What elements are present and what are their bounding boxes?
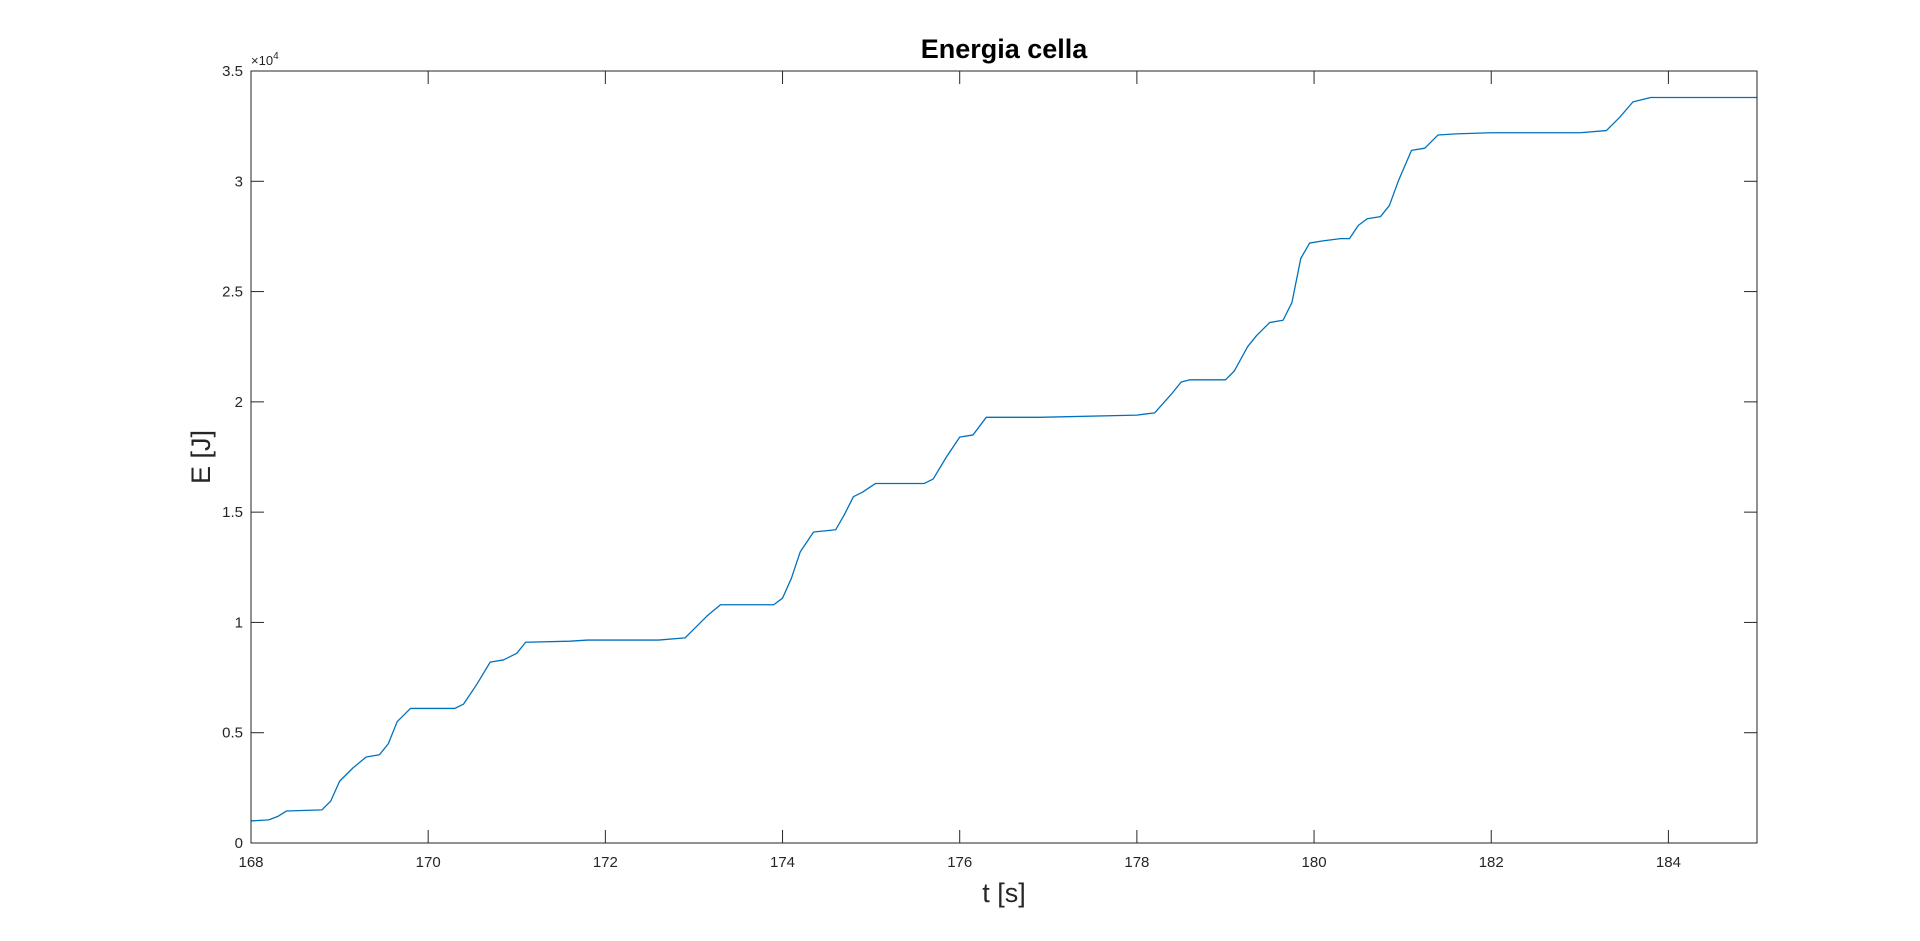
x-tick-label: 178 [1124, 854, 1149, 871]
x-tick-label: 168 [238, 854, 263, 871]
y-exponent-base: ×10 [251, 53, 273, 68]
y-tick-label: 0.5 [222, 725, 243, 742]
x-tick-label: 170 [416, 854, 441, 871]
x-tick-label: 176 [947, 854, 972, 871]
x-tick-label: 180 [1302, 854, 1327, 871]
y-axis-label: E [J] [186, 430, 216, 484]
x-tick-label: 174 [770, 854, 795, 871]
y-tick-label: 1 [235, 614, 243, 631]
y-tick-label: 3.5 [222, 63, 243, 80]
y-exponent-power: 4 [273, 51, 279, 62]
x-tick-label: 182 [1479, 854, 1504, 871]
plot-area [251, 71, 1757, 843]
x-axis-label: t [s] [982, 878, 1026, 908]
y-exponent-label: ×104 [251, 51, 279, 68]
y-tick-label: 2 [235, 394, 243, 411]
y-tick-label: 1.5 [222, 504, 243, 521]
series-line-0 [250, 96, 1757, 822]
x-tick-label: 172 [593, 854, 618, 871]
x-tick-label: 184 [1656, 854, 1681, 871]
axes-box [250, 70, 1758, 844]
y-tick-label: 2.5 [222, 284, 243, 301]
y-tick-label: 0 [235, 835, 243, 852]
y-tick-label: 3 [235, 173, 243, 190]
chart-title: Energia cella [921, 34, 1089, 64]
